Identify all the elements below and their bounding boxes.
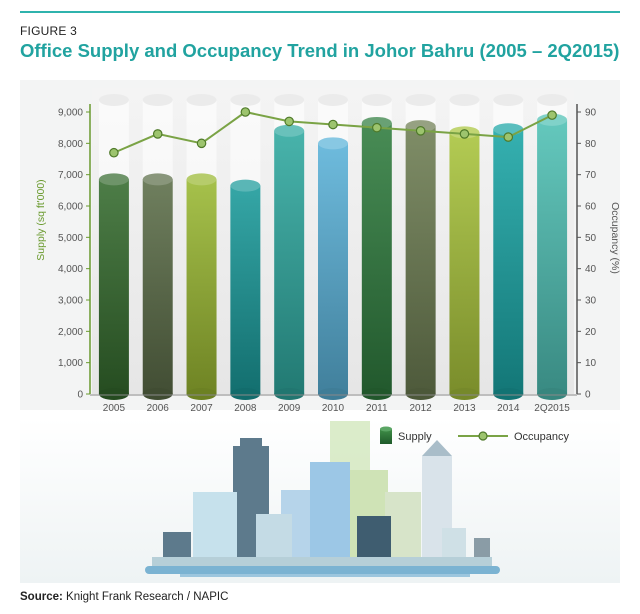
figure-label: FIGURE 3 <box>20 24 77 38</box>
right-tick-label: 0 <box>585 390 591 401</box>
source-note: Source: Knight Frank Research / NAPIC <box>20 591 228 603</box>
x-tick-label: 2009 <box>278 403 301 414</box>
supply-bar-base <box>318 388 348 400</box>
legend-occupancy-label: Occupancy <box>514 431 570 443</box>
x-tick-label: 2014 <box>497 403 520 414</box>
occupancy-point <box>372 122 382 133</box>
x-tick-label: 2007 <box>190 403 213 414</box>
occupancy-point <box>459 129 470 139</box>
supply-bar <box>230 185 261 394</box>
left-tick-label: 1,000 <box>58 358 83 369</box>
supply-bar-cap <box>186 173 217 186</box>
occupancy-point <box>240 107 251 117</box>
supply-bar-base <box>230 388 261 400</box>
supply-bar-base <box>186 388 217 400</box>
right-tick-label: 70 <box>585 170 597 181</box>
left-tick-label: 6,000 <box>58 202 83 213</box>
occupancy-point <box>328 119 338 130</box>
supply-bar-cap <box>98 173 129 186</box>
left-tick-label: 2,000 <box>58 327 83 338</box>
bar-background-cap <box>537 94 568 106</box>
x-tick-label: 2008 <box>234 403 257 414</box>
city-skyline-illustration <box>145 421 500 577</box>
right-tick-label: 30 <box>585 296 597 307</box>
supply-bar <box>449 132 480 394</box>
occupancy-point <box>284 116 294 127</box>
bar-background-cap <box>230 94 261 106</box>
right-tick-label: 10 <box>585 358 597 369</box>
occupancy-point <box>503 132 514 142</box>
top-rule <box>20 11 620 13</box>
left-tick-label: 4,000 <box>58 264 83 275</box>
supply-bar <box>318 143 348 394</box>
bar-background-cap <box>449 94 480 106</box>
bar-background-cap <box>274 94 305 106</box>
supply-bar <box>493 129 524 394</box>
x-tick-label: 2Q2015 <box>534 403 570 414</box>
supply-bar-base <box>493 388 524 400</box>
right-tick-label: 50 <box>585 233 597 244</box>
occupancy-point <box>109 147 119 158</box>
supply-bar-base <box>98 388 129 400</box>
x-tick-label: 2006 <box>147 403 170 414</box>
source-prefix: Source: <box>20 591 63 603</box>
supply-bar <box>274 130 305 395</box>
bar-background-cap <box>405 94 436 106</box>
left-tick-label: 5,000 <box>58 233 83 244</box>
supply-bar-base <box>405 388 436 400</box>
figure-title: Office Supply and Occupancy Trend in Joh… <box>20 40 620 61</box>
supply-bar <box>361 122 392 394</box>
left-tick-label: 8,000 <box>58 139 83 150</box>
bar-background-cap <box>142 94 173 106</box>
left-tick-label: 9,000 <box>58 108 83 119</box>
bar-background-cap <box>361 94 392 106</box>
legend-supply-swatch <box>380 429 392 444</box>
right-tick-label: 60 <box>585 202 597 213</box>
supply-bar-base <box>449 388 480 400</box>
bar-background-cap <box>318 94 348 106</box>
x-tick-label: 2005 <box>103 403 126 414</box>
supply-bar-base <box>361 388 392 400</box>
supply-bar-base <box>142 388 173 400</box>
legend-supply-label: Supply <box>398 431 432 443</box>
bar-background-cap <box>98 94 129 106</box>
right-tick-label: 80 <box>585 139 597 150</box>
left-tick-label: 7,000 <box>58 170 83 181</box>
x-tick-label: 2012 <box>410 403 433 414</box>
right-tick-label: 20 <box>585 327 597 338</box>
left-tick-label: 0 <box>77 390 83 401</box>
right-tick-label: 40 <box>585 264 597 275</box>
supply-bar <box>186 179 217 394</box>
supply-bar <box>142 179 173 394</box>
supply-bar-cap <box>318 137 348 150</box>
legend-supply-swatch-cap <box>380 426 392 432</box>
right-tick-label: 90 <box>585 108 597 119</box>
supply-bar <box>98 179 129 394</box>
supply-bar-cap <box>274 124 305 137</box>
left-tick-label: 3,000 <box>58 296 83 307</box>
occupancy-point <box>196 138 207 149</box>
chart-legend: Supply Occupancy <box>380 426 570 444</box>
x-tick-label: 2011 <box>366 403 388 414</box>
legend-occupancy-marker <box>478 431 488 441</box>
supply-bar-base <box>274 388 305 400</box>
occupancy-point <box>547 110 557 120</box>
supply-bar <box>405 126 436 394</box>
occupancy-point <box>152 129 163 139</box>
supply-bar <box>537 119 568 394</box>
x-tick-label: 2013 <box>453 403 476 414</box>
bar-background-cap <box>493 94 524 106</box>
x-tick-label: 2010 <box>322 403 345 414</box>
occupancy-point <box>415 126 426 136</box>
source-text: Knight Frank Research / NAPIC <box>66 591 229 603</box>
supply-bar-base <box>537 388 568 400</box>
y2-axis-title: Occupancy (%) <box>609 202 621 274</box>
bar-background-cap <box>186 94 217 106</box>
supply-bar-cap <box>142 173 173 186</box>
supply-bar-cap <box>230 179 261 192</box>
y-axis-title: Supply (sq ft'000) <box>35 179 47 260</box>
